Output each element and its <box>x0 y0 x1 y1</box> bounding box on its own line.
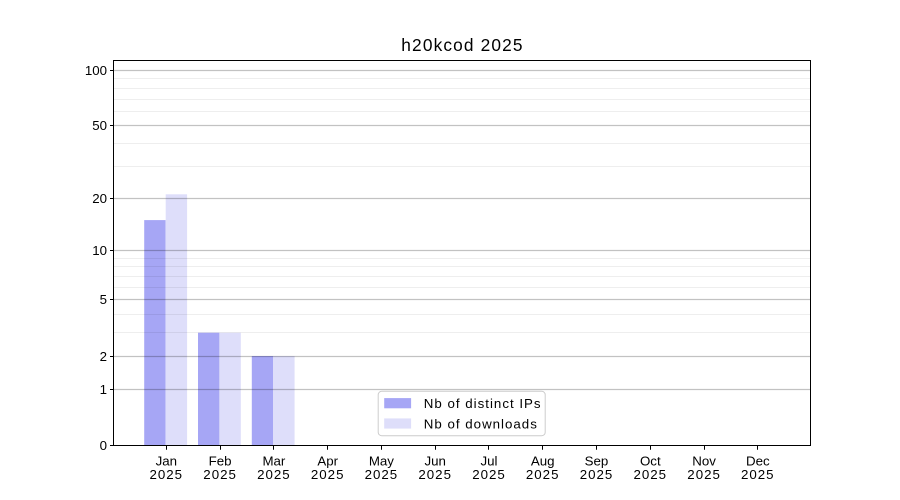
svg-text:May: May <box>369 454 394 469</box>
svg-text:10: 10 <box>92 243 107 258</box>
svg-text:2025: 2025 <box>311 467 345 482</box>
svg-text:2025: 2025 <box>526 467 560 482</box>
svg-text:2025: 2025 <box>634 467 668 482</box>
svg-text:1: 1 <box>100 382 107 397</box>
svg-text:2025: 2025 <box>472 467 506 482</box>
svg-text:Feb: Feb <box>209 454 232 469</box>
svg-text:2025: 2025 <box>418 467 452 482</box>
svg-text:2025: 2025 <box>257 467 291 482</box>
svg-text:Jan: Jan <box>156 454 177 469</box>
svg-text:Sep: Sep <box>585 454 609 469</box>
svg-text:Apr: Apr <box>317 454 338 469</box>
svg-text:Nb of downloads: Nb of downloads <box>424 416 538 431</box>
svg-text:5: 5 <box>100 292 107 307</box>
svg-text:Aug: Aug <box>531 454 555 469</box>
svg-text:Mar: Mar <box>262 454 285 469</box>
svg-text:2: 2 <box>100 349 107 364</box>
svg-text:2025: 2025 <box>203 467 237 482</box>
svg-text:Jul: Jul <box>481 454 498 469</box>
svg-text:2025: 2025 <box>580 467 614 482</box>
svg-text:0: 0 <box>100 438 107 453</box>
svg-text:Jun: Jun <box>424 454 445 469</box>
svg-text:h20kcod 2025: h20kcod 2025 <box>401 35 523 55</box>
svg-text:Nov: Nov <box>692 454 716 469</box>
svg-text:20: 20 <box>92 191 107 206</box>
svg-text:Dec: Dec <box>746 454 770 469</box>
svg-text:2025: 2025 <box>741 467 775 482</box>
svg-text:50: 50 <box>92 118 107 133</box>
svg-text:100: 100 <box>85 63 107 78</box>
svg-text:Oct: Oct <box>640 454 661 469</box>
svg-text:2025: 2025 <box>365 467 399 482</box>
svg-text:2025: 2025 <box>150 467 184 482</box>
svg-text:2025: 2025 <box>687 467 721 482</box>
svg-text:Nb of distinct IPs: Nb of distinct IPs <box>424 396 542 411</box>
